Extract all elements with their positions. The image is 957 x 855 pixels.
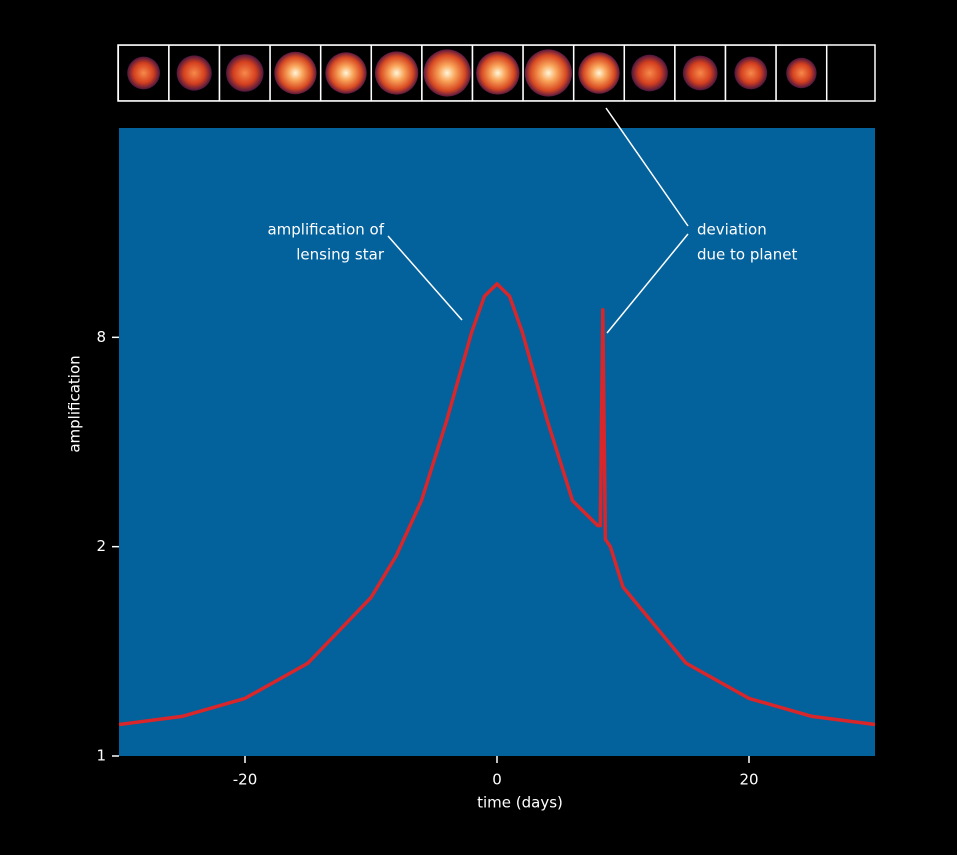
star-image bbox=[424, 49, 471, 96]
annotation: deviation bbox=[697, 221, 767, 239]
annotation: due to planet bbox=[697, 246, 797, 264]
star-image bbox=[525, 49, 572, 96]
star-image bbox=[177, 55, 212, 90]
annotation: lensing star bbox=[296, 246, 385, 264]
star-image bbox=[734, 57, 767, 90]
y-tick-label: 8 bbox=[96, 328, 106, 346]
chart: time (days) amplification 1 2 8 -20 0 20 ampli… bbox=[0, 0, 957, 851]
star-image bbox=[578, 52, 619, 93]
star-image bbox=[325, 52, 366, 93]
x-tick-label: 20 bbox=[739, 771, 758, 789]
page: time (days) amplification 1 2 8 -20 0 20 ampli… bbox=[0, 0, 957, 855]
y-tick-label: 2 bbox=[96, 537, 106, 555]
y-axis-label: amplification bbox=[66, 355, 84, 452]
image-strip bbox=[68, 45, 827, 101]
star-image bbox=[683, 56, 718, 91]
star-image bbox=[127, 57, 160, 90]
annotation: amplification of bbox=[267, 221, 384, 239]
x-tick-label: 0 bbox=[492, 771, 502, 789]
x-axis-label: time (days) bbox=[477, 794, 563, 812]
star-image bbox=[786, 58, 816, 88]
star-image bbox=[226, 54, 264, 92]
x-tick-label: -20 bbox=[233, 771, 258, 789]
star-image bbox=[476, 51, 519, 94]
star-image bbox=[631, 55, 668, 92]
y-tick-label: 1 bbox=[96, 747, 106, 765]
star-image bbox=[375, 51, 418, 94]
star-image bbox=[274, 52, 316, 94]
